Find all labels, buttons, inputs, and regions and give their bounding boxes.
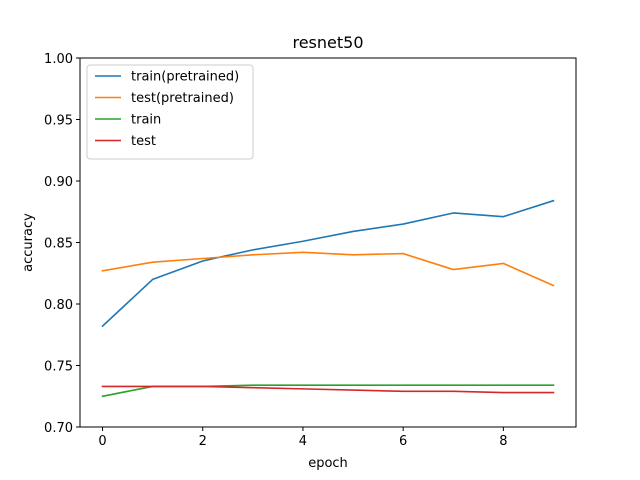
x-tick-label: 6: [399, 434, 407, 449]
y-tick-label: 0.75: [44, 360, 73, 375]
x-tick-label: 8: [499, 434, 507, 449]
x-axis: 0 2 4 6 8: [98, 427, 507, 449]
y-tick-label: 0.80: [44, 298, 73, 313]
series-line-3: [101, 385, 555, 394]
y-tick-label: 0.90: [44, 175, 73, 190]
x-tick-label: 2: [199, 434, 207, 449]
x-tick-label: 0: [98, 434, 106, 449]
y-axis-label: accuracy: [21, 213, 36, 272]
x-tick-label: 4: [299, 434, 307, 449]
legend-label: train: [131, 113, 161, 128]
legend-box: [86, 64, 254, 160]
y-tick-label: 0.95: [44, 114, 73, 129]
legend-label: train(pretrained): [131, 70, 239, 85]
series-line-1: [101, 251, 555, 287]
series-line-0: [101, 199, 555, 328]
y-axis: 0.70 0.75 0.80 0.85 0.90 0.95 1.00: [44, 52, 80, 436]
legend: train(pretrained) test(pretrained) train te…: [86, 64, 254, 160]
legend-label: test(pretrained): [131, 91, 234, 106]
legend-label: test: [131, 134, 156, 149]
chart-title: resnet50: [292, 33, 363, 52]
y-tick-label: 1.00: [44, 52, 73, 67]
y-tick-label: 0.70: [44, 421, 73, 436]
plot-area: [101, 199, 555, 398]
y-tick-label: 0.85: [44, 237, 73, 252]
x-axis-label: epoch: [308, 456, 348, 471]
